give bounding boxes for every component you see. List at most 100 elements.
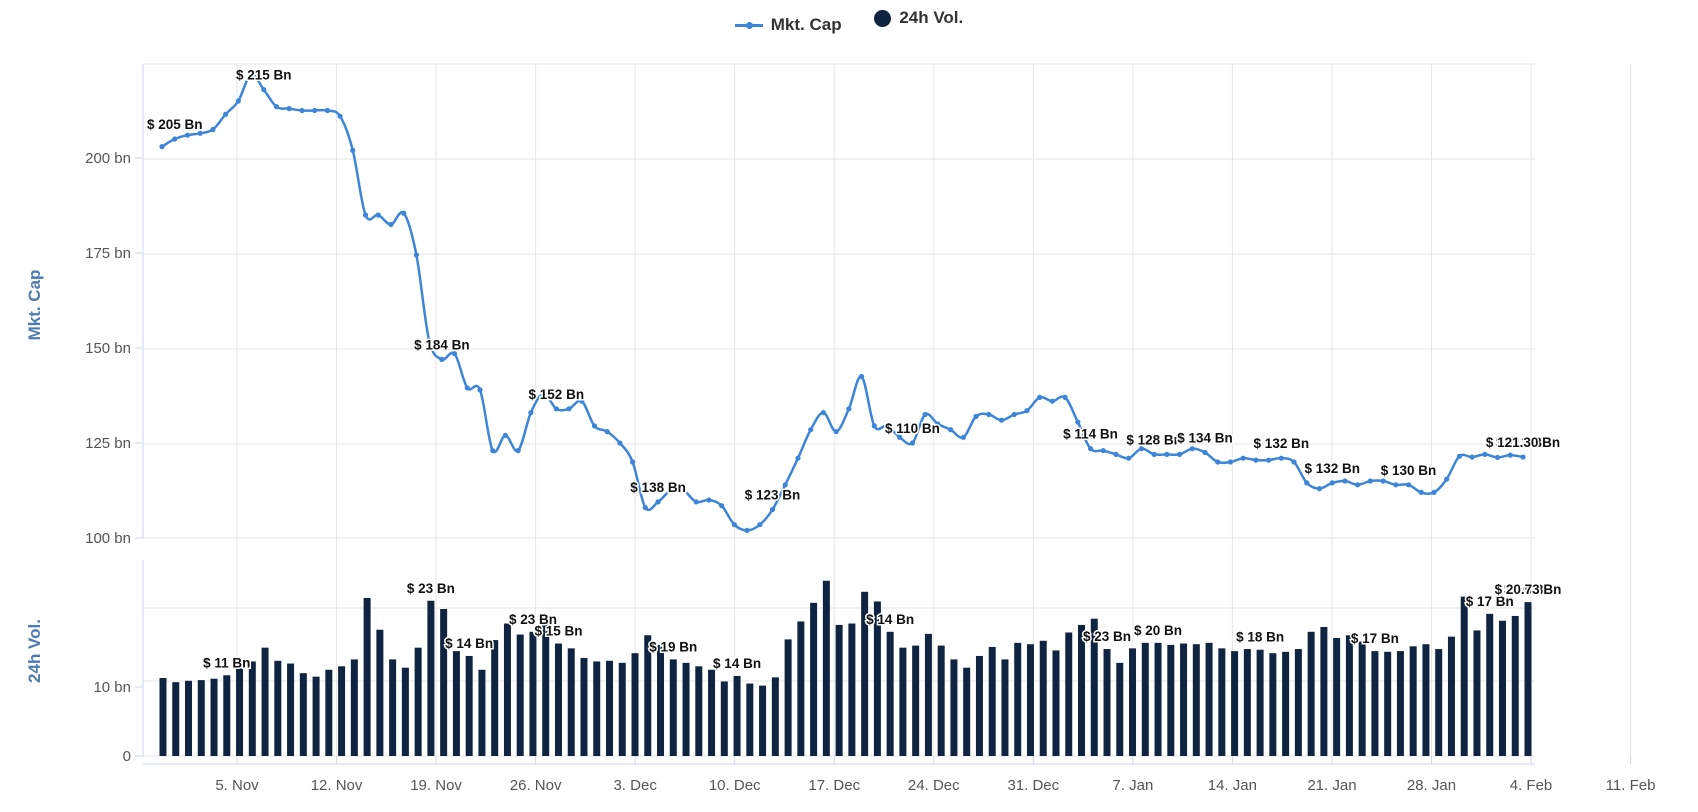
volume-bar: [657, 644, 665, 756]
volume-bar: [1052, 650, 1060, 756]
mktcap-point: [159, 144, 165, 150]
legend-item-volume[interactable]: 24h Vol.: [874, 8, 963, 28]
volume-bar: [1014, 642, 1022, 756]
mktcap-point: [655, 499, 661, 505]
data-label: $ 205 Bn: [147, 117, 203, 132]
volume-bar: [1192, 644, 1200, 756]
data-label: $ 17 Bn: [1504, 582, 1552, 597]
data-label: $ 114 Bn: [1496, 435, 1551, 450]
volume-bar: [1090, 618, 1098, 756]
mktcap-point: [1240, 455, 1246, 461]
data-label: $ 23 Bn: [407, 581, 455, 596]
volume-bar: [350, 659, 358, 756]
volume-bar: [1371, 651, 1379, 756]
mktcap-point: [451, 351, 458, 357]
data-label: $ 23.51 Bn: [1495, 582, 1562, 597]
legend-label-volume: 24h Vol.: [899, 8, 964, 27]
mktcap-point: [808, 427, 814, 433]
volume-bar: [950, 659, 958, 756]
x-tick-label: 4. Feb: [1510, 777, 1553, 794]
mktcap-point: [553, 406, 559, 412]
mktcap-point: [897, 434, 903, 440]
mktcap-point: [312, 107, 318, 114]
data-label: $ 18 Bn: [1236, 630, 1284, 645]
mktcap-point: [757, 522, 763, 528]
volume-bar: [312, 676, 320, 756]
mktcap-point: [1138, 446, 1145, 452]
volume-bar: [580, 658, 588, 756]
mktcap-point: [413, 252, 419, 258]
data-label: $ 134 Bn: [1177, 431, 1233, 446]
volume-bar: [631, 653, 639, 756]
volume-bar: [1256, 649, 1264, 756]
data-label: $ 11 Bn: [203, 655, 250, 670]
volume-bar: [478, 669, 486, 756]
volume-bar: [720, 681, 728, 756]
data-label: $ 17 Bn: [1466, 594, 1514, 609]
data-label: $ 184 Bn: [414, 337, 470, 352]
mktcap-point: [401, 210, 407, 216]
x-tick-label: 31. Dec: [1007, 777, 1059, 794]
x-tick-label: 26. Nov: [510, 777, 562, 794]
mktcap-point: [630, 459, 636, 465]
mktcap-point: [566, 406, 572, 412]
mktcap-point: [1291, 459, 1297, 465]
mktcap-point: [922, 411, 928, 418]
data-label: $ 20.73 Bn: [1495, 582, 1562, 597]
volume-bar: [440, 609, 448, 756]
volume-bar: [1180, 643, 1188, 756]
volume-bar: [1294, 649, 1302, 756]
volume-bar: [236, 664, 244, 756]
volume-bar: [886, 631, 894, 756]
y-tick-label-bottom: 0: [123, 748, 131, 765]
mktcap-point: [1355, 482, 1361, 488]
data-label: $ 114 Bn: [1063, 427, 1118, 442]
x-tick-label: 14. Jan: [1208, 777, 1257, 794]
volume-bar: [248, 661, 256, 756]
volume-bar: [338, 666, 346, 756]
mktcap-point: [1507, 452, 1513, 458]
mktcap-point: [706, 497, 712, 503]
mktcap-point: [1075, 419, 1081, 425]
data-label: $ 16 Bn: [1504, 582, 1552, 597]
data-label: $ 17.66 Bn: [1495, 582, 1562, 597]
mktcap-point: [172, 136, 178, 142]
data-label: $ 110 Bn: [885, 421, 940, 436]
volume-bar: [1435, 649, 1443, 756]
legend-item-mktcap[interactable]: Mkt. Cap: [734, 15, 842, 35]
mktcap-point: [846, 406, 852, 412]
x-tick-label: 10. Dec: [709, 777, 761, 794]
mktcap-point: [1304, 480, 1310, 486]
mktcap-point: [858, 373, 865, 380]
volume-bar: [669, 659, 677, 756]
volume-bar: [325, 669, 333, 756]
mktcap-point: [197, 130, 203, 136]
x-tick-label: 12. Nov: [311, 777, 363, 794]
data-label: $ 132 Bn: [1254, 436, 1310, 451]
mktcap-point: [680, 487, 687, 494]
data-label: $ 14 Bn: [445, 636, 493, 651]
mktcap-point: [502, 432, 509, 438]
volume-bar: [618, 662, 626, 756]
mktcap-point: [909, 440, 916, 446]
x-tick-label: 28. Jan: [1407, 777, 1456, 794]
y-tick-label-top: 175 bn: [85, 245, 131, 262]
data-label: $ 23 Bn: [1083, 629, 1131, 644]
volume-bar: [1282, 651, 1290, 756]
volume-bar: [363, 597, 371, 756]
volume-bar: [1039, 640, 1047, 756]
volume-bar: [1103, 649, 1111, 756]
x-tick-label: 24. Dec: [908, 777, 960, 794]
volume-bar: [1269, 653, 1277, 756]
volume-bar: [759, 685, 767, 756]
mktcap-point: [871, 423, 877, 429]
x-tick-label: 7. Jan: [1112, 777, 1153, 794]
data-label: $ 19 Bn: [649, 639, 697, 654]
y-tick-label-top: 150 bn: [85, 340, 131, 357]
mktcap-point: [604, 429, 610, 435]
mktcap-point: [464, 385, 470, 391]
volume-bar: [287, 663, 295, 756]
mktcap-point: [1126, 455, 1132, 461]
mktcap-point: [515, 448, 521, 454]
mktcap-point: [668, 487, 674, 494]
